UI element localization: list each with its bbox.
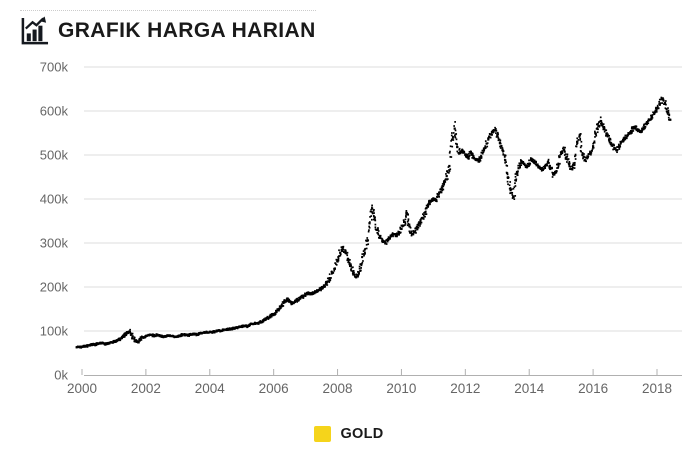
page-header: GRAFIK HARGA HARIAN [0, 0, 698, 50]
daily-price-chart: 0k 100k 200k 300k 400k 500k 600k 700k 2000 2002 20… [40, 60, 682, 396]
svg-text:2010: 2010 [386, 381, 416, 396]
svg-text:2008: 2008 [323, 381, 353, 396]
svg-text:2018: 2018 [642, 381, 672, 396]
svg-text:2002: 2002 [131, 381, 161, 396]
page-title: GRAFIK HARGA HARIAN [58, 19, 316, 42]
svg-text:2000: 2000 [67, 381, 97, 396]
svg-text:2004: 2004 [195, 381, 226, 396]
chart-area: 0k 100k 200k 300k 400k 500k 600k 700k 2000 2002 20… [0, 50, 698, 400]
chart-legend: GOLD [0, 426, 698, 442]
svg-text:2006: 2006 [259, 381, 289, 396]
svg-text:600k: 600k [40, 104, 69, 119]
svg-text:0k: 0k [54, 368, 68, 383]
svg-text:100k: 100k [40, 324, 69, 339]
svg-text:400k: 400k [40, 192, 69, 207]
page-header-inner: GRAFIK HARGA HARIAN [20, 10, 316, 46]
svg-text:2012: 2012 [450, 381, 480, 396]
svg-text:300k: 300k [40, 236, 69, 251]
gold-legend-label: GOLD [340, 426, 384, 442]
svg-text:200k: 200k [40, 280, 69, 295]
svg-text:2016: 2016 [578, 381, 608, 396]
svg-text:700k: 700k [40, 60, 69, 75]
gold-legend-swatch [314, 426, 332, 442]
bar-chart-trend-icon [21, 16, 49, 45]
svg-text:500k: 500k [40, 148, 69, 163]
svg-text:2014: 2014 [514, 381, 545, 396]
